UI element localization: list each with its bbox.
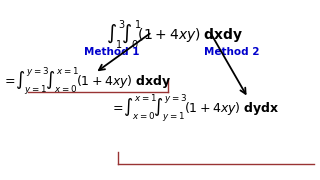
- Text: $\int_1^3\!\int_0^1\!(1 + 4xy)\;\mathbf{dxdy}$: $\int_1^3\!\int_0^1\!(1 + 4xy)\;\mathbf{…: [106, 18, 244, 51]
- Text: Method 2: Method 2: [204, 47, 260, 57]
- Text: Method 1: Method 1: [84, 47, 140, 57]
- Text: $=\!\int_{y=1}^{y=3}\!\int_{x=0}^{x=1}\!(1 + 4xy)\;\mathbf{dxdy}$: $=\!\int_{y=1}^{y=3}\!\int_{x=0}^{x=1}\!…: [2, 65, 171, 97]
- Text: $=\!\int_{x=0}^{x=1}\!\int_{y=1}^{y=3}\!(1 + 4xy)\;\mathbf{dydx}$: $=\!\int_{x=0}^{x=1}\!\int_{y=1}^{y=3}\!…: [110, 92, 279, 124]
